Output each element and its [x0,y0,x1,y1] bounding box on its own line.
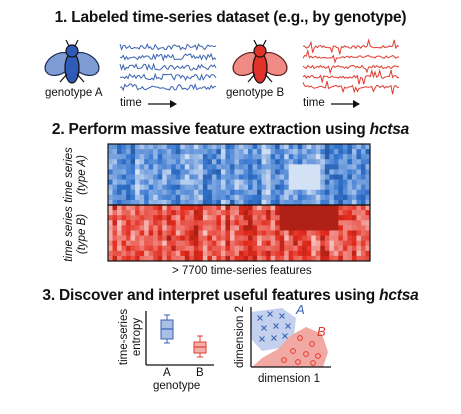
scatter-ylabel: dimension 2 [234,306,246,368]
boxplot-ylabel: time-series entropy [118,309,144,365]
entropy-boxplot [146,311,214,365]
scatter-class-b-label: B [317,324,326,339]
scatter-xlabel: dimension 1 [258,373,320,385]
scatter-class-a-label: A [296,302,305,317]
boxplot-cat-b: B [196,367,204,379]
box-a [161,315,173,343]
boxplot-xlabel: genotype [153,380,200,392]
boxplot-ylabel-line1: time-series [118,309,131,365]
boxplot-cat-a: A [163,367,171,379]
box-b [194,336,206,357]
boxplot-ylabel-line2: entropy [131,309,144,365]
